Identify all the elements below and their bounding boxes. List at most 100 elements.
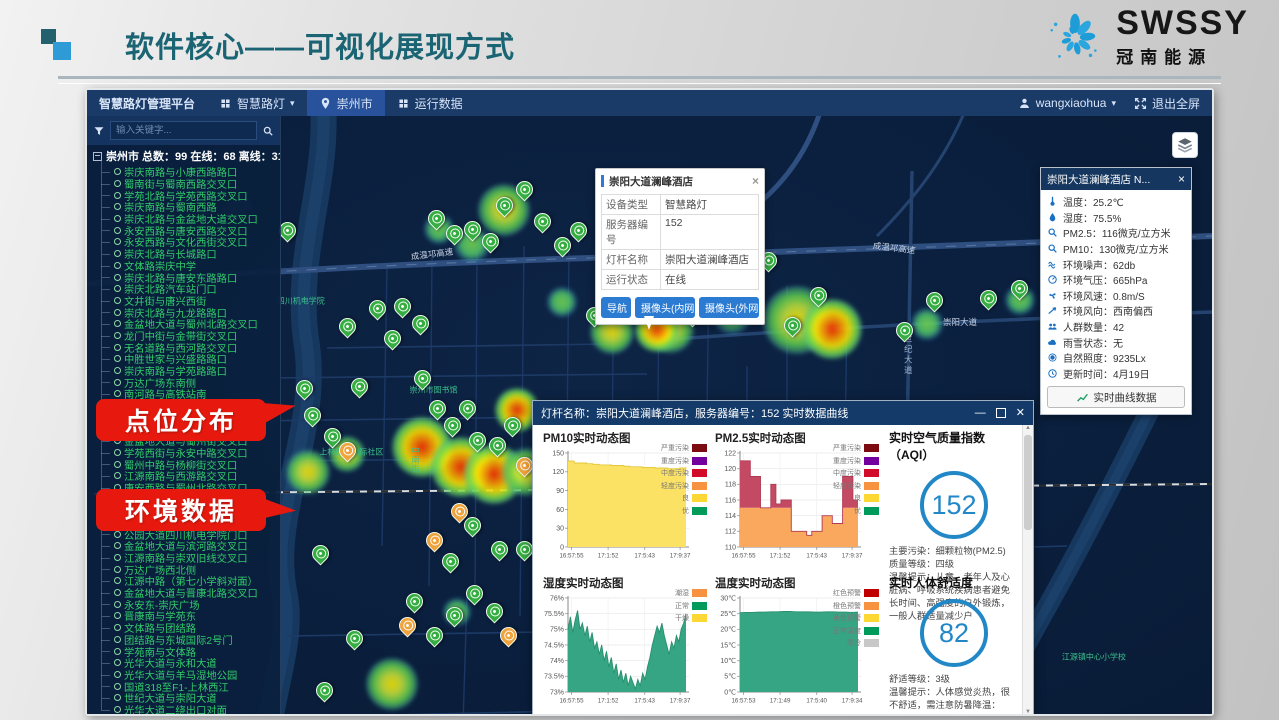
sidebar-item[interactable]: 崇庆北路汽车站门口 — [93, 278, 280, 296]
navigate-button[interactable]: 导航 — [601, 297, 631, 318]
search-input[interactable] — [110, 121, 257, 140]
minimize-icon[interactable]: — — [974, 406, 986, 419]
sidebar-item-label: 崇庆北路与唐安东路路口 — [124, 273, 238, 285]
scrollbar[interactable]: ▲ ▼ — [1022, 425, 1033, 715]
search-icon[interactable] — [262, 125, 274, 137]
nav-item-label: 智慧路灯 — [237, 96, 286, 111]
sidebar-item[interactable]: 万达广场东南侧 — [93, 371, 280, 390]
close-icon[interactable]: × — [751, 174, 759, 188]
sidebar-item[interactable]: 文体路崇庆中学 — [93, 254, 280, 273]
sidebar-item[interactable]: 文体路与团结路 — [93, 616, 280, 635]
sidebar-item[interactable]: 蜀南街与蜀南西路交叉口 — [93, 172, 280, 192]
sidebar-item[interactable]: 学苑北路与学苑西路交叉口 — [93, 184, 280, 203]
streetlight-node-icon — [114, 320, 121, 328]
scroll-up-icon[interactable]: ▲ — [1025, 425, 1031, 431]
env-row-人群数量: 人群数量：42 — [1047, 319, 1185, 335]
line-chart-icon — [1076, 391, 1089, 404]
sidebar-item[interactable]: 文井街与唐兴西街 — [93, 289, 280, 308]
svg-text:0℃: 0℃ — [724, 689, 736, 696]
streetlight-node-icon — [114, 682, 121, 690]
sidebar-item[interactable]: 无名道路与西河路交叉口 — [93, 336, 280, 355]
sidebar-item[interactable]: 国道318至F1-上林西江 — [93, 675, 280, 694]
sidebar-item[interactable]: 光华大道二绕出口对面 — [93, 698, 280, 714]
sidebar-item-label: 崇庆南路与学苑路路口 — [124, 367, 227, 379]
user-menu[interactable]: wangxiaohua ▾ — [1018, 96, 1116, 110]
sidebar-item[interactable]: 崇庆北路与长城路口 — [93, 242, 280, 261]
env-row-text: 更新时间：4月19日 — [1063, 369, 1150, 381]
scroll-down-icon[interactable]: ▼ — [1025, 709, 1031, 715]
popup-row-key: 灯杆名称 — [601, 249, 661, 270]
svg-text:17:1:49: 17:1:49 — [770, 698, 791, 705]
sidebar-item[interactable]: 万达广场西北侧 — [93, 558, 280, 577]
popup-row-value: 152 — [660, 214, 759, 250]
streetlight-icon — [501, 628, 516, 643]
streetlight-icon — [534, 214, 550, 229]
sidebar-item[interactable]: 崇庆南路与小康西路路口 — [93, 161, 280, 180]
sidebar-item-label: 崇庆南路与小康西路路口 — [124, 168, 238, 180]
sidebar-item[interactable]: 崇庆北路与唐安东路路口 — [93, 266, 280, 285]
nav-item-崇州市[interactable]: 崇州市 — [306, 90, 385, 116]
clock-icon — [1047, 368, 1058, 379]
chart-title: PM2.5实时动态图 — [715, 433, 806, 445]
sidebar-item[interactable]: 崇庆南路与学苑路路口 — [93, 359, 280, 379]
sidebar-item[interactable]: 团结路与东城国际2号门 — [93, 628, 280, 647]
sidebar-item[interactable]: 光华大道与羊马湿地公园 — [93, 663, 280, 682]
close-icon[interactable]: ✕ — [1015, 406, 1025, 419]
sidebar-item[interactable]: 光华大道与永和大道 — [93, 652, 280, 670]
sidebar-item[interactable]: 学苑西街与永安中路交叉口 — [93, 441, 280, 460]
legend-item: 优 — [833, 506, 879, 516]
nav-item-label: 崇州市 — [336, 96, 373, 111]
sidebar-item[interactable]: 龙门中街与金带街交叉口 — [93, 324, 280, 343]
sidebar-item[interactable]: 金盆地大道与蜀州北路交叉口 — [93, 313, 280, 331]
map-layers-button[interactable] — [1172, 132, 1198, 158]
tree-root-chongzhou[interactable]: 崇州市 总数：99 在线：68 离线：31 — [93, 148, 280, 164]
sidebar-item-label: 永安西路与文化西街交叉口 — [124, 238, 248, 250]
streetlight-node-icon — [114, 577, 121, 585]
scrollbar-thumb[interactable] — [1024, 435, 1032, 530]
sidebar-item[interactable]: 南河路与高铁站南 — [93, 383, 280, 401]
streetlight-node-icon — [114, 612, 121, 620]
legend-item: 重度污染 — [661, 456, 707, 466]
sidebar-item[interactable]: 江源南路与崇双旧线交叉口 — [93, 546, 280, 565]
nav-item-智慧路灯[interactable]: 智慧路灯 ▾ — [207, 90, 307, 116]
sidebar-item[interactable]: 永安东-崇庆广场 — [93, 593, 280, 612]
cloud-icon — [1047, 337, 1058, 348]
sidebar-item[interactable]: 江源南路与西游路交叉口 — [93, 465, 280, 483]
filter-icon[interactable] — [93, 125, 105, 137]
streetlight-icon — [1011, 281, 1027, 296]
sidebar-item[interactable]: 世纪大道与崇阳大道 — [93, 687, 280, 705]
pin-icon — [319, 97, 332, 110]
legend-item: 良 — [661, 493, 707, 503]
tree-collapse-icon[interactable] — [93, 151, 102, 161]
sidebar-item[interactable]: 永安西路与文化西街交叉口 — [93, 231, 280, 250]
exit-fullscreen-button[interactable]: 退出全屏 — [1134, 95, 1200, 112]
sidebar-item[interactable]: 崇庆北路与金盆地大道交叉口 — [93, 207, 280, 226]
sidebar-item[interactable]: 晋康南与学苑东 — [93, 605, 280, 623]
sidebar-item[interactable]: 金盆地大道与滨河路交叉口 — [93, 535, 280, 554]
streetlight-node-icon — [114, 705, 121, 713]
streetlight-icon — [444, 418, 460, 433]
sidebar-item-label: 蜀南街与蜀南西路交叉口 — [124, 180, 238, 192]
nav-item-运行数据[interactable]: 运行数据 — [385, 90, 475, 116]
sidebar-item[interactable]: 崇庆北路与九龙路路口 — [93, 301, 280, 320]
sidebar-item[interactable]: 崇庆南路与蜀南西路 — [93, 196, 280, 214]
sidebar-item[interactable]: 中胜世家与兴盛路路口 — [93, 348, 280, 366]
sidebar-item-label: 学苑南与文体路 — [124, 647, 197, 659]
camera-intranet-button[interactable]: 摄像头(内网 — [635, 297, 695, 318]
streetlight-icon — [385, 331, 400, 346]
noise-icon — [1047, 259, 1058, 270]
sidebar-item[interactable]: 江源中路（第七小学斜对面） — [93, 570, 280, 588]
realtime-curve-button[interactable]: 实时曲线数据 — [1047, 386, 1185, 409]
sidebar-item[interactable]: 学苑南与文体路 — [93, 640, 280, 659]
sidebar-item[interactable]: 永安西路与唐安西路交叉口 — [93, 219, 280, 238]
sidebar-item[interactable]: 金盆地大道与晋康北路交叉口 — [93, 581, 280, 600]
close-icon[interactable]: × — [1177, 172, 1185, 186]
sidebar-item[interactable]: 蜀州中路与杨柳街交叉口 — [93, 453, 280, 472]
streetlight-icon — [811, 288, 826, 303]
sidebar-search-row — [87, 116, 280, 145]
streetlight-icon — [352, 379, 367, 394]
sidebar-item-label: 金盆地大道与滨河路交叉口 — [124, 542, 248, 554]
streetlight-node-icon — [114, 367, 121, 375]
camera-extranet-button[interactable]: 摄像头(外网 — [699, 297, 759, 318]
maximize-icon[interactable] — [995, 408, 1006, 418]
